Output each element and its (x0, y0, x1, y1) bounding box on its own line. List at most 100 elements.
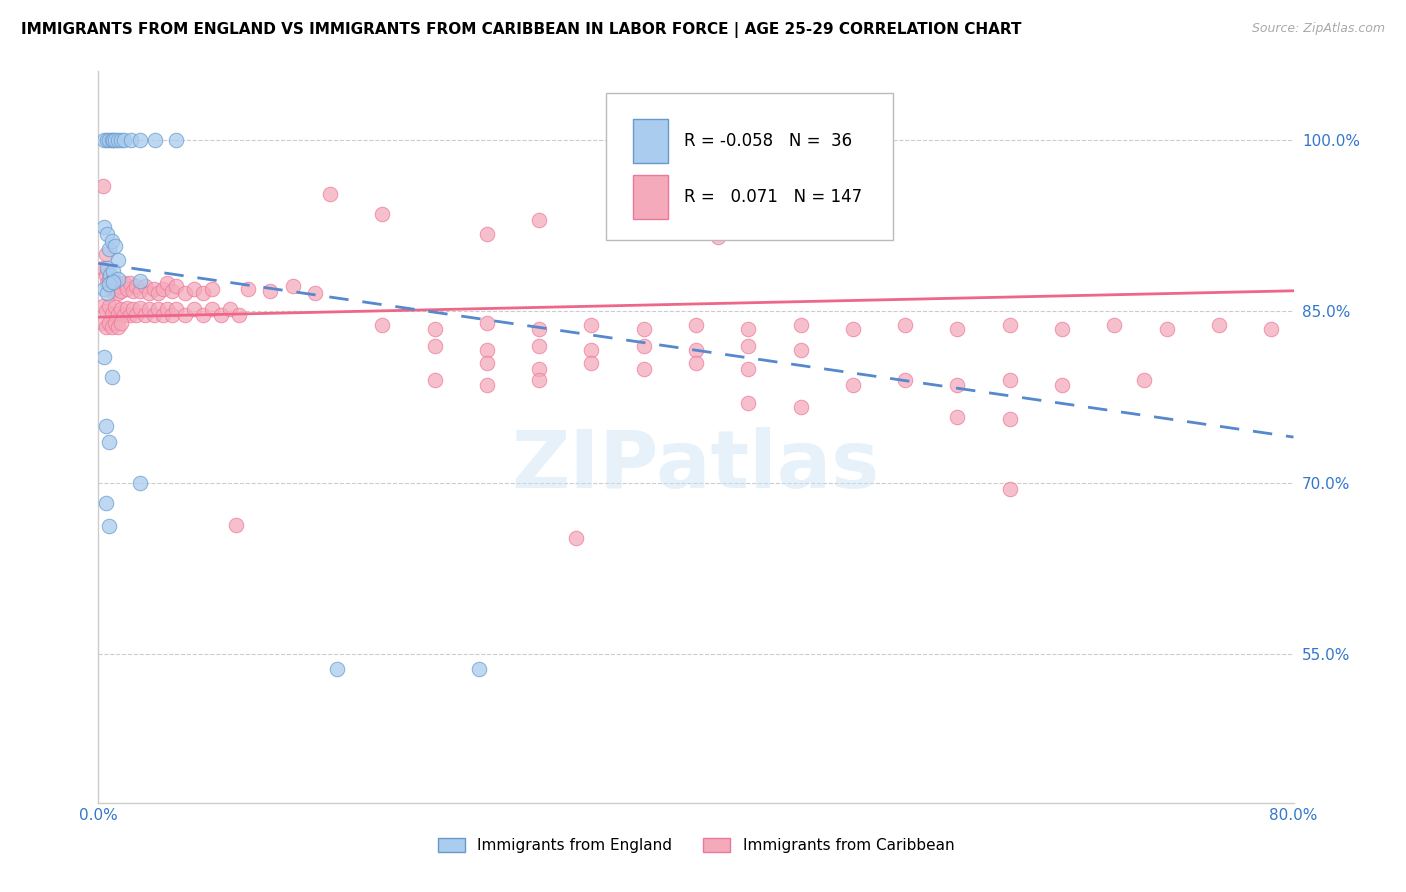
Point (201, 281, 224, 295)
Point (138, 301, 160, 317)
Point (371, 318, 394, 332)
Point (685, 343, 707, 358)
Point (143, 133, 166, 147)
Point (633, 215, 655, 229)
Point (737, 361, 759, 376)
Point (527, 361, 550, 376)
Point (527, 213, 550, 227)
Point (581, 318, 603, 332)
Point (129, 273, 152, 287)
Point (105, 275, 128, 289)
Point (148, 301, 170, 317)
Point (97, 272, 120, 286)
Point (225, 518, 247, 533)
Point (148, 286, 170, 301)
Point (107, 286, 129, 301)
Point (129, 133, 152, 147)
FancyBboxPatch shape (606, 94, 893, 240)
Point (142, 281, 165, 295)
Point (125, 279, 148, 293)
Point (191, 308, 214, 322)
Point (160, 284, 183, 298)
Point (94, 304, 117, 318)
FancyBboxPatch shape (633, 175, 668, 219)
Point (118, 276, 141, 290)
Point (1260, 321, 1282, 335)
Point (737, 396, 759, 410)
Point (475, 316, 498, 330)
Point (110, 284, 132, 298)
Point (98, 268, 122, 282)
Point (104, 300, 127, 314)
Point (138, 286, 160, 301)
Point (101, 273, 124, 287)
Point (468, 662, 491, 676)
Point (633, 361, 655, 376)
Point (191, 286, 214, 301)
Point (129, 301, 152, 315)
Text: Source: ZipAtlas.com: Source: ZipAtlas.com (1251, 22, 1385, 36)
Point (219, 301, 242, 317)
Point (527, 339, 550, 353)
Point (259, 284, 281, 298)
Point (125, 308, 148, 322)
Point (93, 350, 115, 364)
Point (236, 281, 259, 295)
Point (946, 409, 969, 424)
Point (156, 276, 179, 290)
Point (789, 343, 811, 358)
Point (707, 230, 730, 244)
Point (685, 356, 707, 370)
Point (115, 301, 138, 315)
Point (107, 320, 129, 334)
Point (174, 308, 197, 322)
Point (789, 190, 811, 204)
Point (165, 133, 187, 147)
Point (103, 264, 125, 278)
Point (121, 301, 143, 317)
Point (96, 260, 118, 275)
Point (423, 321, 446, 335)
Point (112, 133, 135, 147)
FancyBboxPatch shape (633, 119, 668, 163)
Point (183, 281, 205, 295)
Point (423, 339, 446, 353)
Point (93, 219, 115, 234)
Text: ZIPatlas: ZIPatlas (512, 427, 880, 506)
Text: R = -0.058   N =  36: R = -0.058 N = 36 (685, 132, 852, 150)
Point (96, 276, 118, 290)
Point (527, 321, 550, 335)
Point (110, 301, 132, 317)
Point (94, 418, 117, 433)
Point (96, 133, 118, 147)
Point (108, 279, 131, 293)
Point (685, 318, 707, 332)
Point (281, 279, 304, 293)
Point (633, 321, 655, 335)
Point (104, 239, 127, 253)
Point (97, 277, 120, 291)
Point (115, 281, 138, 295)
Point (326, 662, 349, 676)
Point (228, 308, 250, 322)
Point (107, 133, 129, 147)
Point (842, 321, 865, 335)
Point (894, 373, 917, 387)
Point (101, 307, 124, 321)
Point (1208, 318, 1230, 332)
Point (93, 281, 115, 295)
Legend: Immigrants from England, Immigrants from Caribbean: Immigrants from England, Immigrants from… (430, 830, 962, 861)
Point (165, 301, 187, 317)
Point (423, 373, 446, 387)
Point (91, 260, 114, 275)
Point (104, 133, 127, 147)
Point (101, 369, 124, 384)
Text: IMMIGRANTS FROM ENGLAND VS IMMIGRANTS FROM CARIBBEAN IN LABOR FORCE | AGE 25-29 : IMMIGRANTS FROM ENGLAND VS IMMIGRANTS FR… (21, 22, 1022, 38)
Point (581, 356, 603, 370)
Point (152, 308, 174, 322)
Point (94, 268, 117, 282)
Point (1104, 318, 1126, 332)
Point (304, 286, 326, 301)
Point (174, 286, 197, 301)
Point (120, 133, 142, 147)
